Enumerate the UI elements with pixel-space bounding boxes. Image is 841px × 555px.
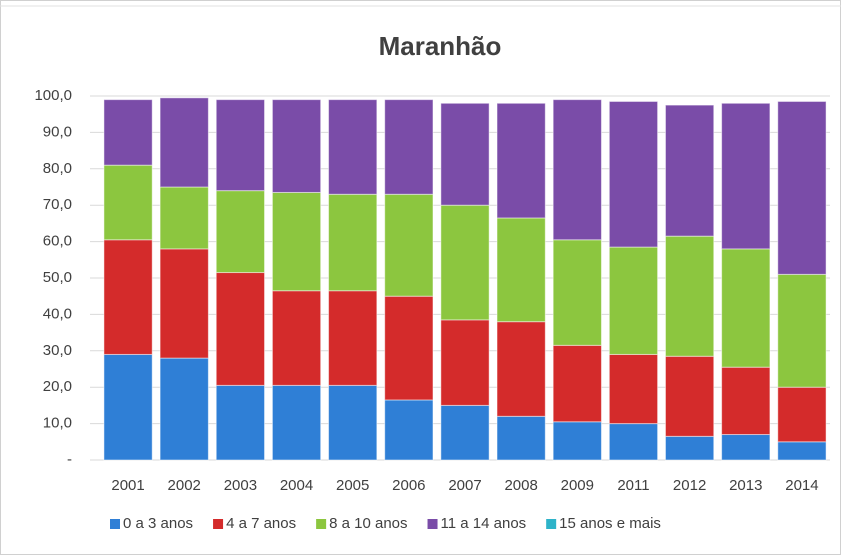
bar-segment — [215, 190, 266, 274]
y-tick-label: 90,0 — [43, 123, 72, 140]
x-tick-label: 2011 — [617, 477, 649, 494]
bar-segment — [440, 204, 490, 321]
bar-segment — [103, 99, 153, 166]
y-tick-label: 80,0 — [43, 160, 72, 177]
bar-segment — [271, 191, 322, 292]
bar-segment — [777, 100, 827, 275]
bar-segment — [552, 421, 602, 461]
y-tick-label: 100,0 — [34, 87, 72, 104]
bar-segment — [384, 99, 434, 195]
bar-segment — [721, 102, 771, 250]
y-tick-label: 20,0 — [43, 378, 72, 395]
legend-label: 15 anos e mais — [559, 515, 661, 532]
x-tick-label: 2006 — [392, 477, 425, 494]
bar-segment — [328, 193, 378, 292]
x-tick-label: 2004 — [280, 477, 313, 494]
bar-segment — [328, 290, 378, 386]
bar-segment — [271, 384, 322, 461]
bar-segment — [496, 415, 546, 461]
bar-segment — [215, 384, 266, 461]
bar-segment — [608, 353, 659, 425]
y-tick-label: 50,0 — [43, 269, 72, 286]
bar-segment — [159, 248, 209, 359]
legend-swatch — [110, 519, 120, 529]
x-tick-label: 2014 — [785, 477, 818, 494]
bar-segment — [328, 384, 378, 461]
bar-segment — [103, 353, 153, 461]
bar-segment — [384, 399, 434, 461]
bar-segment — [328, 99, 378, 195]
bar-segment — [215, 272, 266, 386]
legend-label: 0 a 3 anos — [123, 515, 193, 532]
bar-segment — [159, 186, 209, 250]
x-tick-label: 2012 — [673, 477, 706, 494]
bar-segment — [440, 404, 490, 461]
bar-segment — [496, 321, 546, 417]
bar-segment — [664, 104, 715, 237]
legend-label: 4 a 7 anos — [226, 515, 296, 532]
y-tick-label: 70,0 — [43, 196, 72, 213]
y-tick-label: 40,0 — [43, 305, 72, 322]
bar-segment — [608, 100, 659, 248]
bar-segment — [664, 235, 715, 357]
bar-segment — [103, 164, 153, 241]
bar-segment — [440, 102, 490, 206]
x-tick-label: 2005 — [336, 477, 369, 494]
bar-segment — [552, 99, 602, 241]
bar-segment — [777, 386, 827, 443]
x-tick-label: 2013 — [729, 477, 762, 494]
y-tick-label: 30,0 — [43, 342, 72, 359]
x-tick-label: 2009 — [561, 477, 594, 494]
bar-segment — [215, 99, 266, 192]
x-tick-label: 2003 — [224, 477, 257, 494]
bar-segment — [159, 97, 209, 188]
legend-label: 11 a 14 anos — [441, 515, 527, 532]
bar-segment — [552, 344, 602, 423]
bar-segment — [777, 273, 827, 388]
y-tick-label: 10,0 — [43, 415, 72, 432]
x-tick-label: 2008 — [504, 477, 537, 494]
x-tick-label: 2001 — [111, 477, 144, 494]
bar-segment — [608, 246, 659, 355]
bar-segment — [384, 193, 434, 297]
bar-segment — [496, 102, 546, 219]
legend-swatch — [546, 519, 557, 529]
bar-segment — [777, 441, 827, 461]
bar-segment — [496, 217, 546, 323]
legend-swatch — [316, 519, 327, 529]
bar-segment — [271, 99, 322, 193]
legend-label: 8 a 10 anos — [329, 515, 407, 532]
legend-swatch — [427, 519, 438, 529]
bar-segment — [103, 239, 153, 355]
bar-segment — [608, 423, 659, 461]
bar-segment — [271, 290, 322, 386]
bar-segment — [721, 248, 771, 368]
bar-segment — [721, 434, 771, 461]
y-tick-label: - — [67, 451, 72, 468]
bar-segment — [440, 319, 490, 406]
bar-segment — [552, 239, 602, 346]
chart-title: Maranhão — [379, 31, 502, 61]
legend-swatch — [213, 519, 224, 529]
bar-segment — [721, 366, 771, 436]
y-tick-label: 60,0 — [43, 233, 72, 250]
bar-segment — [384, 295, 434, 401]
bar-segment — [664, 355, 715, 437]
bar-segment — [664, 435, 715, 461]
x-tick-label: 2002 — [168, 477, 201, 494]
bar-segment — [159, 357, 209, 461]
x-tick-label: 2007 — [448, 477, 481, 494]
